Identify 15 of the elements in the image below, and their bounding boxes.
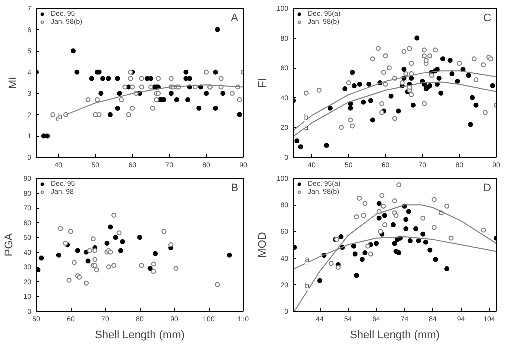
annotation: b	[304, 112, 310, 122]
y-axis-title: FI	[256, 78, 269, 88]
x-axis-title: Shell Length (mm)	[95, 330, 185, 342]
annotation: B	[231, 182, 239, 194]
y-axis-title: PGA	[4, 232, 16, 257]
annotation: C	[484, 12, 492, 24]
annotation: A	[231, 12, 240, 24]
x-axis-title: Shell Length (mm)	[350, 330, 440, 342]
annotation: b	[305, 282, 310, 291]
y-axis-title: MOD	[256, 232, 269, 258]
annotation: D	[484, 182, 492, 194]
y-axis-title: MI	[8, 76, 20, 90]
annotation: a	[305, 255, 310, 264]
annotation: a	[304, 123, 310, 132]
annotation: b	[58, 112, 64, 122]
